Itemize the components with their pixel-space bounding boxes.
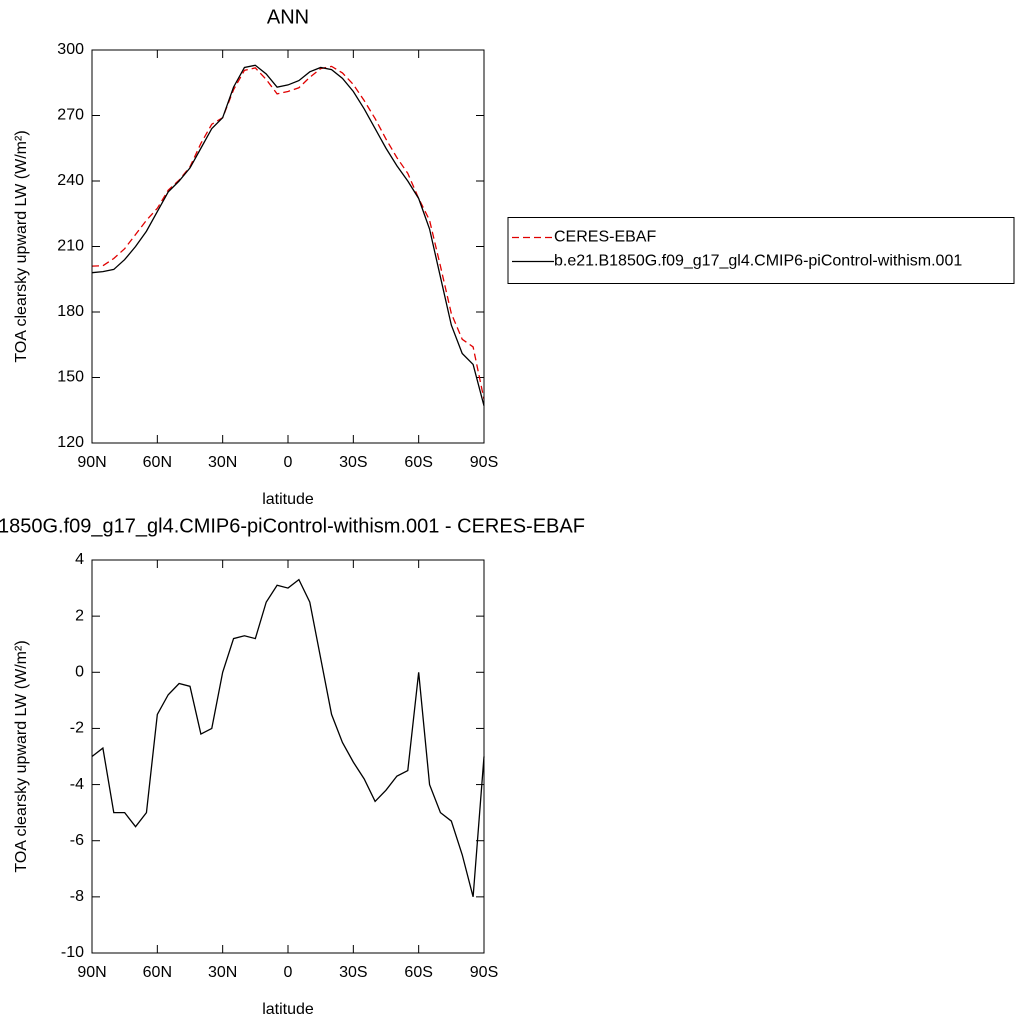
x-axis-label: latitude <box>262 491 314 508</box>
plot-frame <box>91 559 485 954</box>
legend-label: b.e21.B1850G.f09_g17_gl4.CMIP6-piControl… <box>554 253 962 270</box>
y-tick-label: 0 <box>75 664 84 681</box>
x-tick-label: 90N <box>77 454 106 471</box>
data-line <box>91 64 485 407</box>
y-tick-label: 2 <box>75 607 84 624</box>
legend-label: CERES-EBAF <box>554 229 656 246</box>
y-tick-label: 180 <box>57 303 84 320</box>
y-tick-label: 120 <box>57 434 84 451</box>
x-axis-label: latitude <box>262 1001 314 1018</box>
y-tick-label: 4 <box>75 551 84 568</box>
x-tick-label: 60S <box>404 964 432 981</box>
chart-title: 1850G.f09_g17_gl4.CMIP6-piControl-withis… <box>0 515 585 537</box>
x-tick-label: 30N <box>208 964 237 981</box>
y-axis-label: TOA clearsky upward LW (W/m²) <box>13 640 30 872</box>
y-tick-label: -2 <box>70 720 84 737</box>
y-tick-label: 150 <box>57 369 84 386</box>
y-tick-label: 240 <box>57 172 84 189</box>
y-tick-label: -4 <box>70 776 84 793</box>
x-tick-label: 30S <box>339 964 367 981</box>
x-tick-label: 60N <box>143 454 172 471</box>
y-tick-label: -6 <box>70 832 84 849</box>
legend-box <box>507 217 1015 284</box>
x-tick-label: 30N <box>208 454 237 471</box>
x-tick-label: 30S <box>339 454 367 471</box>
y-tick-label: -10 <box>61 944 84 961</box>
y-tick-label: 270 <box>57 107 84 124</box>
plot-frame <box>91 49 485 444</box>
x-tick-label: 0 <box>284 454 293 471</box>
x-tick-label: 0 <box>284 964 293 981</box>
data-line <box>91 578 485 898</box>
x-tick-label: 90N <box>77 964 106 981</box>
y-tick-label: 300 <box>57 41 84 58</box>
x-tick-label: 60S <box>404 454 432 471</box>
x-tick-label: 90S <box>470 964 498 981</box>
x-tick-label: 60N <box>143 964 172 981</box>
y-axis-label: TOA clearsky upward LW (W/m²) <box>13 130 30 362</box>
y-tick-label: 210 <box>57 238 84 255</box>
x-tick-label: 90S <box>470 454 498 471</box>
y-tick-label: -8 <box>70 888 84 905</box>
chart-title: ANN <box>267 6 309 28</box>
data-line <box>91 65 485 400</box>
